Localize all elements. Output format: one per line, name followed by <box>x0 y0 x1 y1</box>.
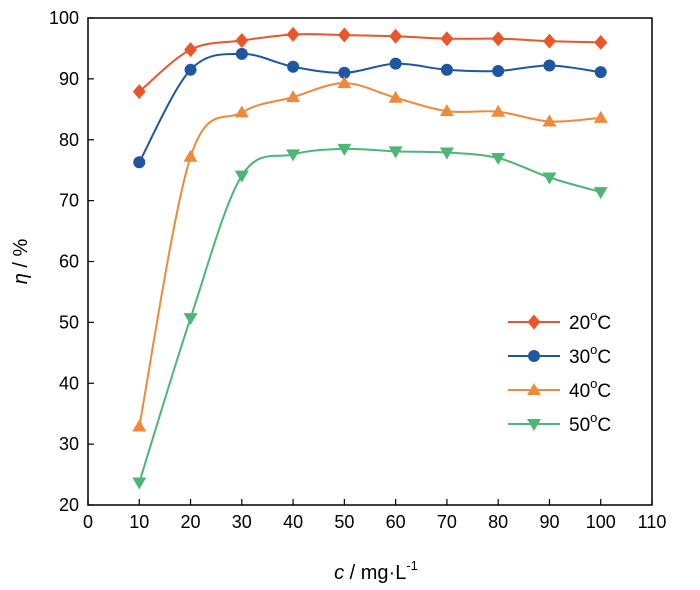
y-tick-label: 30 <box>59 434 79 454</box>
y-axis-label: η / % <box>10 239 32 285</box>
legend-marker-30 <box>528 350 540 362</box>
x-axis-label: c / mg·L-1 <box>334 558 418 584</box>
series-30-point <box>184 63 197 76</box>
legend-marker-50 <box>527 419 541 431</box>
series-30-line <box>138 52 601 163</box>
x-tick-label: 0 <box>83 512 93 532</box>
series-40-point <box>388 90 403 103</box>
legend-label-30: 30oC <box>569 342 611 368</box>
y-axis-variable: η <box>10 273 32 284</box>
legend-label-40: 40oC <box>569 376 611 402</box>
series-50-point <box>183 313 198 326</box>
x-tick-label: 10 <box>129 512 149 532</box>
series-20-point <box>491 31 505 47</box>
series-50-point <box>286 149 301 162</box>
series-50-line <box>138 147 602 483</box>
series-30-point <box>594 66 607 79</box>
legend: 20oC 30oC 40oC 50oC <box>508 308 611 436</box>
series-30-point <box>287 60 300 73</box>
series-20-point <box>337 27 351 43</box>
series-20-point <box>440 31 454 47</box>
x-axis-unit: / mg·L <box>344 562 406 584</box>
series-50-point <box>491 153 506 166</box>
y-axis-ticks: 20 30 40 50 60 70 80 90 100 <box>49 8 94 515</box>
x-tick-label: 30 <box>232 512 252 532</box>
series-30-point <box>440 63 453 76</box>
x-tick-label: 20 <box>181 512 201 532</box>
series-50-point <box>234 170 249 183</box>
x-tick-label: 90 <box>539 512 559 532</box>
x-axis-unit-exponent: -1 <box>406 558 418 573</box>
series-40-line <box>138 82 601 427</box>
y-tick-label: 70 <box>59 191 79 211</box>
legend-label-50: 50oC <box>569 410 611 436</box>
y-tick-label: 20 <box>59 495 79 515</box>
plot-frame <box>87 17 653 506</box>
y-tick-label: 90 <box>59 69 79 89</box>
series-20-point <box>542 33 556 49</box>
series-50-point <box>542 172 557 185</box>
y-tick-label: 40 <box>59 373 79 393</box>
legend-marker-40 <box>527 383 541 395</box>
legend-marker-20 <box>527 314 541 330</box>
series-40-point <box>132 419 147 432</box>
series-curves <box>138 33 602 483</box>
series-40-point <box>593 110 608 123</box>
series-50-point <box>593 187 608 200</box>
y-tick-label: 60 <box>59 252 79 272</box>
series-40-point <box>439 104 454 117</box>
series-50-point <box>439 147 454 160</box>
y-tick-label: 50 <box>59 312 79 332</box>
series-20-point <box>594 34 608 50</box>
series-30-point <box>338 66 351 79</box>
series-40-point <box>234 105 249 118</box>
x-tick-label: 80 <box>488 512 508 532</box>
y-tick-label: 80 <box>59 130 79 150</box>
x-tick-label: 110 <box>638 512 667 532</box>
series-20-point <box>286 26 300 42</box>
x-tick-label: 70 <box>437 512 457 532</box>
series-20-point <box>184 42 198 58</box>
series-50-point <box>388 146 403 159</box>
y-axis-unit: / % <box>10 239 32 274</box>
series-50-point <box>337 143 352 156</box>
series-30-point <box>492 64 505 77</box>
series-30-point <box>543 59 556 72</box>
series-markers <box>132 26 608 490</box>
series-20-point <box>389 28 403 44</box>
x-tick-label: 50 <box>334 512 354 532</box>
series-20-point <box>132 84 146 100</box>
legend-label-20: 20oC <box>569 308 611 334</box>
x-tick-label: 100 <box>586 512 616 532</box>
series-30-point <box>235 47 248 60</box>
series-40-point <box>491 104 506 117</box>
series-20-point <box>235 33 249 49</box>
series-40-point <box>183 149 198 162</box>
series-30-point <box>133 156 146 169</box>
x-tick-label: 40 <box>283 512 303 532</box>
x-tick-label: 60 <box>386 512 406 532</box>
x-axis-variable: c <box>334 562 344 584</box>
series-20-line <box>138 33 601 93</box>
series-30-point <box>389 57 402 70</box>
y-tick-label: 100 <box>49 8 79 28</box>
series-40-point <box>337 76 352 89</box>
x-axis-ticks: 0 10 20 30 40 50 60 70 80 90 100 110 <box>83 499 666 532</box>
series-50-point <box>132 477 147 490</box>
series-40-point <box>286 90 301 103</box>
series-40-point <box>542 114 557 127</box>
